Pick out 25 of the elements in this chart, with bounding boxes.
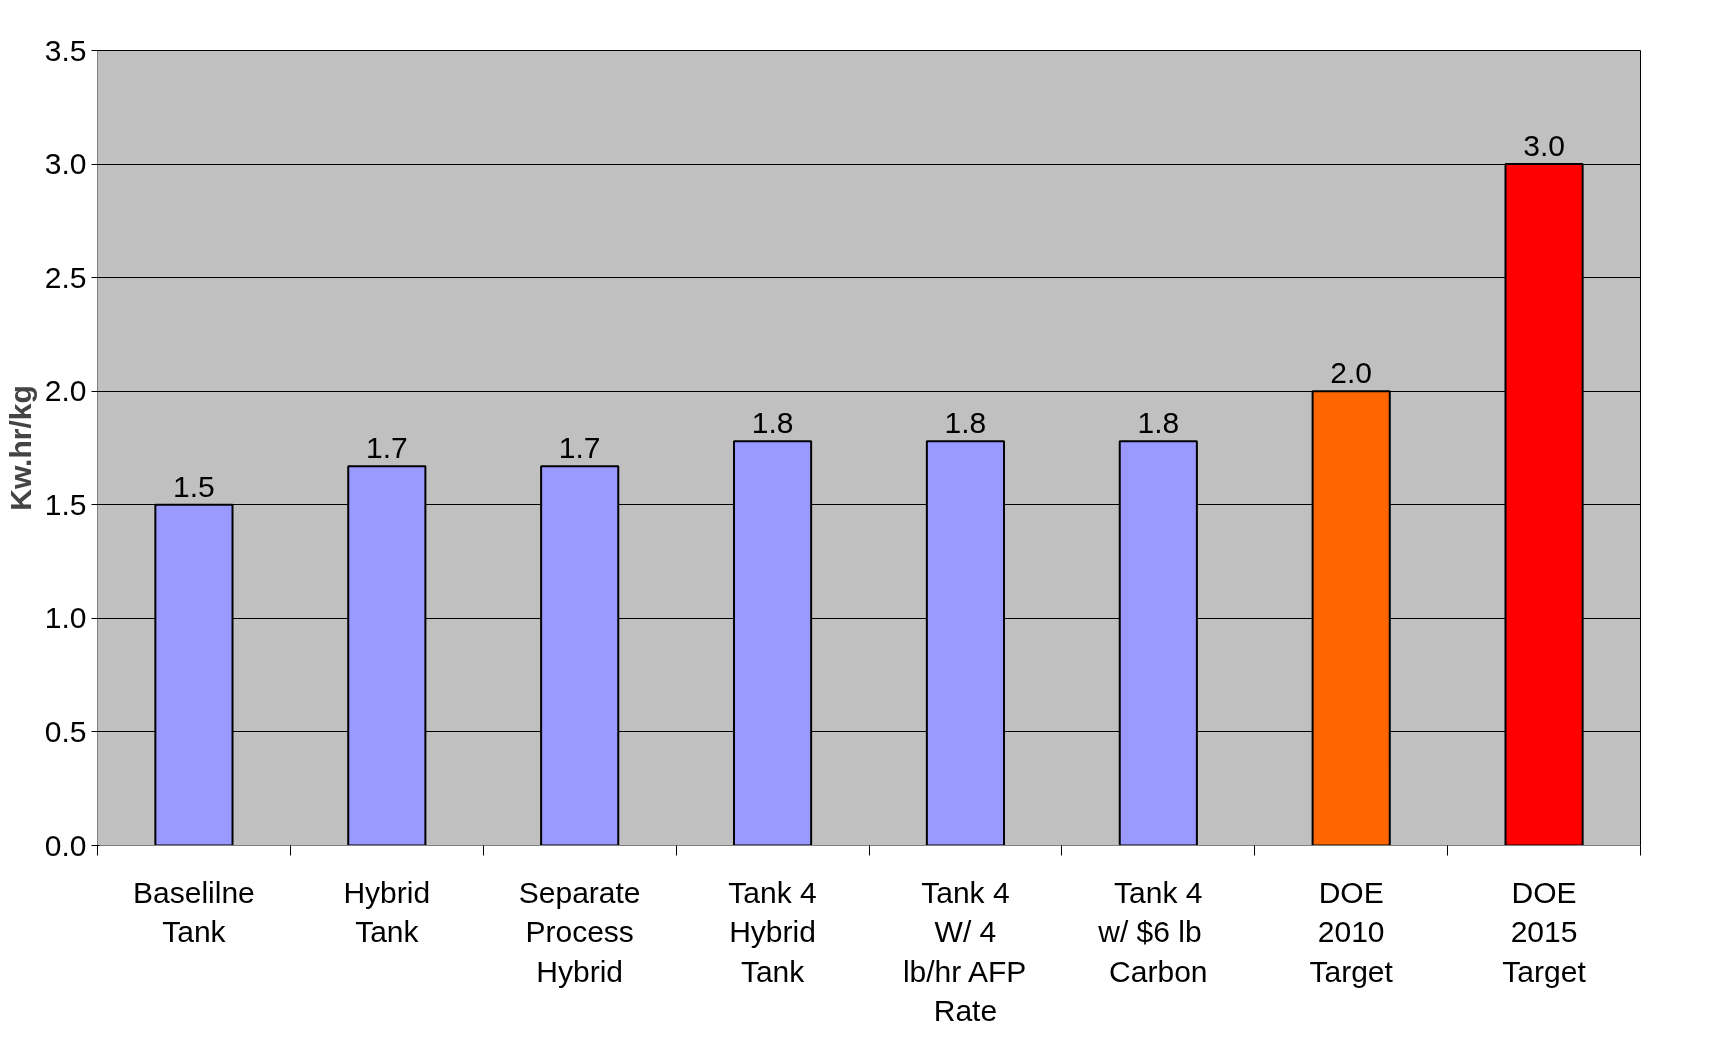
x-tick-label: Tank 4 Hybrid Tank (728, 875, 817, 988)
data-label: 1.7 (558, 431, 601, 465)
data-label: 1.8 (1137, 406, 1180, 440)
data-label: 3.0 (1523, 129, 1565, 163)
data-label: 1.5 (173, 469, 215, 503)
y-tick-label: 3.5 (44, 33, 87, 67)
x-tick-label: DOE 2010 Target (1309, 875, 1394, 988)
x-tick-label: Hybrid Tank (343, 875, 431, 949)
x-tick-label: DOE 2015 Target (1502, 875, 1587, 988)
y-tick-label: 2.0 (44, 374, 87, 408)
y-tick-label: 2.5 (44, 260, 87, 294)
x-tick-label: Baselilne Tank (133, 875, 255, 949)
data-label: 1.8 (944, 406, 987, 440)
x-tick-label: Tank 4 w/ $6 lb Carbon (1097, 875, 1208, 988)
y-tick-label: 0.0 (44, 828, 87, 862)
data-label: 1.7 (365, 431, 408, 465)
y-axis-title: Kw.hr/kg (3, 385, 37, 511)
y-tick-label: 1.5 (44, 487, 87, 521)
y-tick-label: 1.0 (44, 601, 87, 635)
x-tick-label: Tank 4 W/ 4 lb/hr AFP Rate (902, 875, 1027, 1028)
data-label: 1.8 (751, 406, 794, 440)
data-label: 2.0 (1330, 356, 1373, 390)
y-tick-label: 0.5 (44, 714, 87, 748)
y-tick-label: 3.0 (44, 147, 87, 181)
x-tick-label: Separate Process Hybrid (518, 875, 641, 988)
